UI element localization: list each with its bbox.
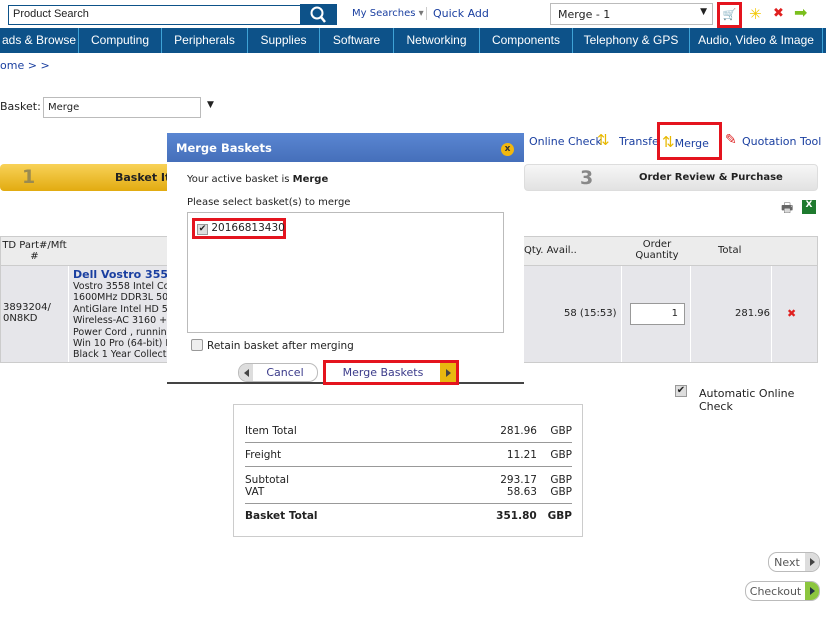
arrow-right-icon: [809, 587, 815, 595]
freight-row: Freight 11.21 GBP: [245, 443, 572, 467]
basket-total-row: Basket Total 351.80 GBP: [245, 510, 572, 522]
merge-toolbar-button[interactable]: ⇅Merge: [657, 122, 722, 160]
nav-item[interactable]: Software: [320, 28, 394, 53]
cancel-button[interactable]: Cancel: [238, 363, 318, 382]
chevron-down-icon[interactable]: ▼: [207, 100, 214, 110]
transfer-icon: ⇅: [597, 131, 610, 149]
search-box[interactable]: Product Search: [8, 5, 301, 25]
chevron-down-icon: ▾: [418, 8, 424, 19]
nav-item[interactable]: Audio, Video & Image: [690, 28, 823, 53]
basket-select[interactable]: Merge - 1 ▼: [550, 3, 713, 25]
search-icon: [310, 6, 326, 23]
select-label: Please select basket(s) to merge: [187, 197, 351, 208]
new-basket-icon[interactable]: ✳: [749, 5, 762, 23]
basket-label: Basket:: [0, 100, 41, 113]
next-button[interactable]: Next: [768, 552, 820, 572]
breadcrumb-home[interactable]: ome: [0, 59, 25, 72]
order-quantity-input[interactable]: 1: [630, 303, 685, 325]
quick-add-link[interactable]: Quick Add: [426, 7, 489, 20]
basket-list[interactable]: ✔ 20166813430: [187, 212, 504, 333]
basket-cart-button[interactable]: 🛒: [717, 2, 742, 28]
item-total-row: Item Total 281.96 GBP: [245, 425, 572, 443]
online-check-link[interactable]: Online Check: [529, 135, 602, 148]
nav-item[interactable]: ads & Browse: [0, 28, 79, 53]
merge-baskets-button[interactable]: Merge Baskets: [323, 360, 459, 385]
merge-icon: ⇅: [662, 133, 675, 151]
step-3[interactable]: 3 Order Review & Purchase: [524, 164, 818, 191]
transfer-link[interactable]: Transfe: [619, 135, 657, 148]
delete-item-icon[interactable]: ✖: [787, 307, 797, 320]
auto-online-check-checkbox[interactable]: ✔: [675, 385, 687, 397]
search-button[interactable]: [300, 4, 337, 25]
retain-label: Retain basket after merging: [207, 340, 354, 352]
active-basket-text: Your active basket is Merge: [187, 174, 329, 185]
arrow-right-icon: [445, 368, 451, 377]
print-icon[interactable]: 🖶: [781, 201, 794, 216]
nav-item[interactable]: Networking: [394, 28, 480, 53]
arrow-left-icon: [243, 368, 249, 377]
close-icon[interactable]: x: [501, 143, 514, 156]
nav-item[interactable]: Supplies: [248, 28, 320, 53]
excel-icon[interactable]: X: [802, 200, 816, 214]
my-searches-link[interactable]: My Searches ▾: [352, 8, 424, 19]
vat-row: VAT 58.63 GBP: [245, 486, 572, 504]
cart-icon: 🛒: [722, 8, 737, 21]
basket-dropdown[interactable]: Merge: [43, 97, 201, 118]
main-nav: ads & Browse Computing Peripherals Suppl…: [0, 28, 826, 53]
delete-basket-icon[interactable]: ✖: [773, 6, 784, 21]
totals-box: Item Total 281.96 GBP Freight 11.21 GBP Su…: [233, 404, 583, 537]
quotation-tool-link[interactable]: Quotation Tool: [742, 135, 822, 148]
nav-item[interactable]: Components: [480, 28, 573, 53]
quotation-icon: ✎: [725, 132, 737, 148]
nav-item[interactable]: Computing: [79, 28, 162, 53]
retain-checkbox[interactable]: [191, 339, 203, 351]
product-link[interactable]: Dell Vostro 3558: [73, 268, 176, 281]
basket-option[interactable]: ✔ 20166813430: [192, 218, 286, 239]
checkout-button[interactable]: Checkout: [745, 581, 820, 601]
arrow-right-icon: [809, 558, 815, 566]
nav-item[interactable]: Telephony & GPS: [573, 28, 690, 53]
arrow-right-icon[interactable]: ➡: [794, 3, 808, 22]
auto-online-check-label: Automatic Online Check: [699, 387, 795, 413]
subtotal-row: Subtotal 293.17 GBP: [245, 474, 572, 486]
breadcrumb: ome > >: [0, 59, 50, 72]
basket-option-checkbox[interactable]: ✔: [197, 224, 208, 235]
dialog-header: Merge Baskets: [167, 133, 524, 162]
nav-item[interactable]: Peripherals: [162, 28, 248, 53]
merge-baskets-dialog: Merge Baskets x Your active basket is Me…: [167, 133, 524, 385]
